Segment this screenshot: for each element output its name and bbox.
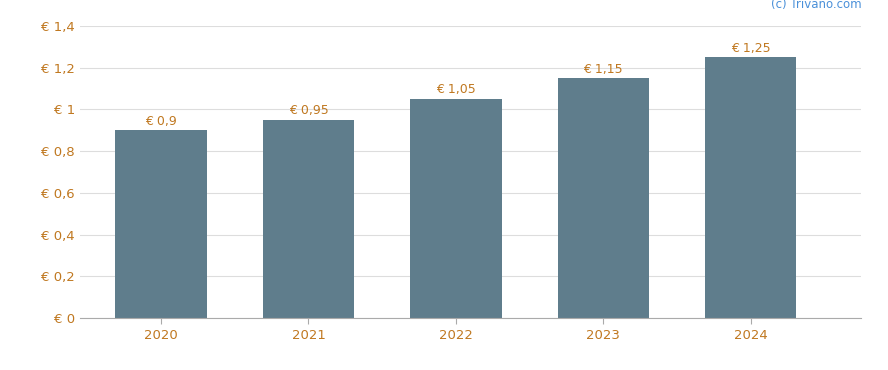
Text: € 0,95: € 0,95 — [289, 104, 329, 117]
Text: € 0,9: € 0,9 — [145, 115, 177, 128]
Bar — [263, 120, 354, 318]
Bar — [705, 57, 797, 318]
Bar — [558, 78, 649, 318]
Text: (c) Trivano.com: (c) Trivano.com — [771, 0, 861, 11]
Text: € 1,25: € 1,25 — [731, 42, 771, 55]
Text: € 1,05: € 1,05 — [436, 84, 476, 97]
Text: € 1,15: € 1,15 — [583, 63, 623, 75]
Bar — [410, 99, 502, 318]
Bar — [115, 130, 207, 318]
